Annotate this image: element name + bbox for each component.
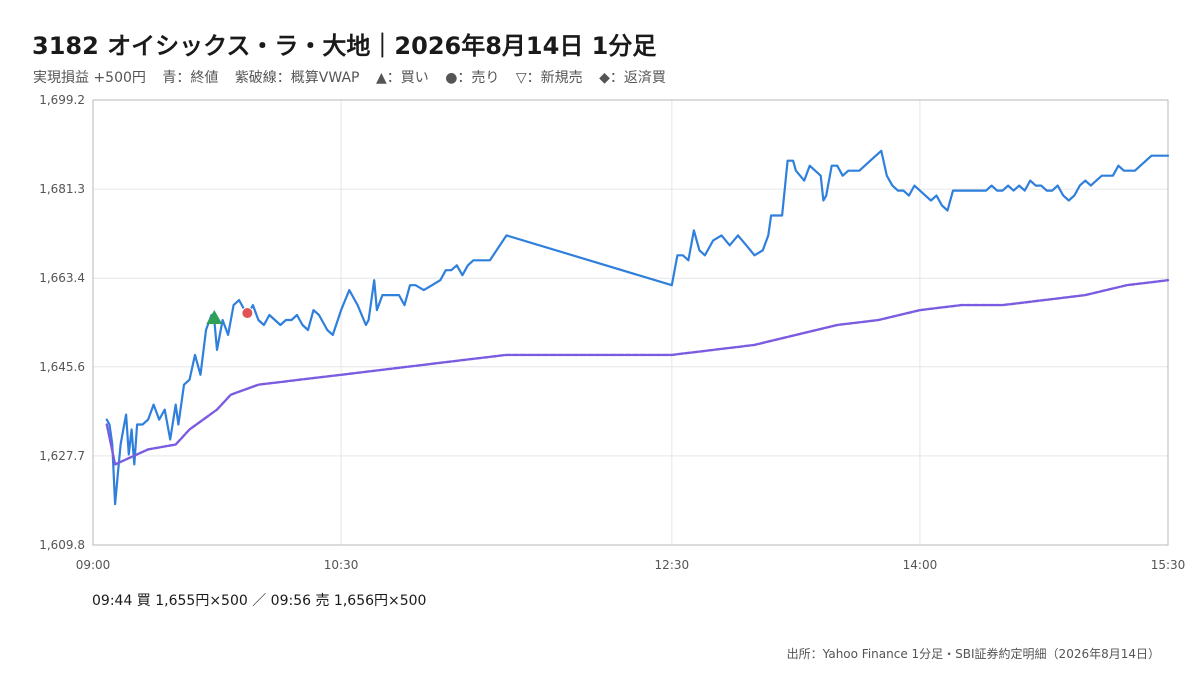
sell-marker	[241, 307, 254, 320]
x-tick-label: 09:00	[76, 558, 111, 572]
y-tick-label: 1,609.8	[39, 538, 85, 552]
legend-vwap: 紫破線：概算VWAP	[234, 70, 360, 86]
legend-cover: ◆：返済買	[599, 70, 666, 86]
y-axis: 1,609.8 1,627.7 1,645.6 1,663.4 1,681.3 1,699…	[39, 93, 85, 552]
legend-sell: ●：売り	[445, 70, 500, 86]
buy-marker	[206, 310, 223, 325]
x-tick-label: 14:00	[903, 558, 938, 572]
x-tick-label: 12:30	[655, 558, 690, 572]
legend-short: ▽：新規売	[515, 70, 583, 86]
chart-title: 3182 オイシックス・ラ・大地｜2026年8月14日 1分足	[32, 32, 657, 60]
x-axis: 09:00 10:30 12:30 14:00 15:30	[76, 558, 1186, 572]
x-tick-label: 15:30	[1151, 558, 1186, 572]
y-tick-label: 1,699.2	[39, 93, 85, 107]
y-tick-label: 1,681.3	[39, 182, 85, 196]
legend-buy: ▲：買い	[375, 70, 429, 86]
trades-summary: 09:44 買 1,655円×500 ／ 09:56 売 1,656円×500	[92, 593, 427, 609]
trade-markers	[206, 307, 254, 325]
x-tick-label: 10:30	[324, 558, 359, 572]
vwap-line	[105, 279, 1170, 466]
pnl-text: 実現損益 +500円	[33, 70, 146, 86]
grid-lines	[92, 99, 1169, 546]
legend-close: 青：終値	[162, 70, 219, 86]
plot-frame	[92, 99, 1169, 546]
y-tick-label: 1,663.4	[39, 271, 85, 285]
chart-legend: 実現損益 +500円 青：終値 紫破線：概算VWAP ▲：買い ●：売り ▽：新…	[33, 67, 678, 87]
source-note: 出所：Yahoo Finance 1分足・SBI証券約定明細（2026年8月14…	[786, 647, 1160, 661]
series-lines	[105, 149, 1170, 506]
close-price-line	[105, 149, 1170, 506]
y-tick-label: 1,627.7	[39, 449, 85, 463]
y-tick-label: 1,645.6	[39, 360, 85, 374]
